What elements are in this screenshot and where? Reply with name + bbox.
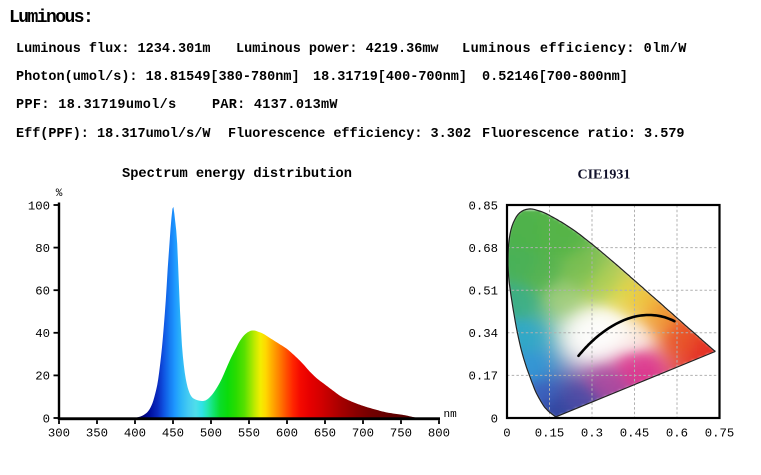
svg-text:0.34: 0.34 [468,327,498,341]
svg-text:450: 450 [162,427,184,441]
svg-text:Spectrum energy distribution: Spectrum energy distribution [122,167,352,182]
svg-text:60: 60 [35,285,50,299]
svg-text:500: 500 [200,427,222,441]
svg-text:0: 0 [491,412,498,426]
svg-text:CIE1931: CIE1931 [578,168,631,183]
svg-text:nm: nm [444,409,458,421]
svg-text:20: 20 [35,370,50,384]
svg-text:0.75: 0.75 [705,427,735,441]
svg-text:800: 800 [428,427,450,441]
svg-text:0.68: 0.68 [468,242,498,256]
svg-text:100: 100 [28,199,50,213]
svg-text:0.45: 0.45 [620,427,650,441]
svg-text:700: 700 [352,427,374,441]
svg-text:0.6: 0.6 [666,427,688,441]
svg-text:750: 750 [390,427,412,441]
svg-text:550: 550 [238,427,260,441]
svg-text:400: 400 [124,427,146,441]
svg-text:0.15: 0.15 [535,427,565,441]
svg-text:300: 300 [48,427,70,441]
svg-text:80: 80 [35,242,50,256]
svg-text:350: 350 [86,427,108,441]
svg-text:40: 40 [35,327,50,341]
svg-text:%: % [56,188,63,200]
svg-text:0.51: 0.51 [468,285,498,299]
svg-text:0.3: 0.3 [581,427,603,441]
svg-text:0.85: 0.85 [468,199,498,213]
svg-text:650: 650 [314,427,336,441]
svg-text:600: 600 [276,427,298,441]
svg-text:0.17: 0.17 [468,370,498,384]
svg-text:0: 0 [43,412,50,426]
svg-text:0: 0 [503,427,510,441]
